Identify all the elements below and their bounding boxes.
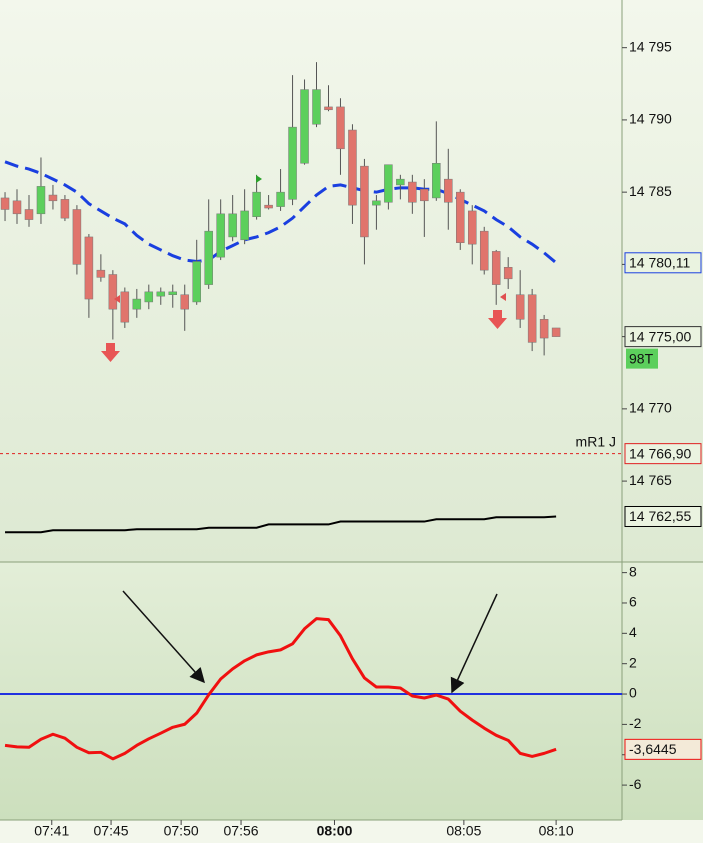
candle-body xyxy=(288,126,297,200)
candle-body xyxy=(132,298,142,310)
candle-body xyxy=(384,164,393,203)
price-label: -3,6445 xyxy=(629,741,677,757)
candle-body xyxy=(539,319,549,339)
price-label: 14 766,90 xyxy=(629,445,691,461)
candle-body xyxy=(192,261,201,303)
price-label-box xyxy=(624,738,702,760)
candle-body xyxy=(312,89,321,125)
candle-body xyxy=(84,236,94,300)
x-tick-label: 08:05 xyxy=(446,823,481,839)
sell-arrow xyxy=(101,343,120,362)
candle-body xyxy=(324,106,333,111)
x-tick-label: 07:50 xyxy=(164,823,199,839)
candle-body xyxy=(24,209,34,220)
candle-body xyxy=(156,291,166,297)
candle-body xyxy=(348,129,357,206)
x-tick-label: 07:56 xyxy=(224,823,259,839)
candle-body xyxy=(252,191,261,217)
price-label: 14 762,55 xyxy=(629,508,691,524)
candle-body xyxy=(479,230,489,271)
candle-body xyxy=(72,209,82,265)
candle-body xyxy=(12,200,22,215)
candle-body xyxy=(503,267,513,280)
candle-body xyxy=(336,106,345,150)
candle-body xyxy=(408,181,417,203)
candle-body xyxy=(276,191,285,207)
time-axis xyxy=(0,820,703,843)
candle-body xyxy=(60,199,70,219)
candle-body xyxy=(491,251,501,285)
x-tick-label: 07:41 xyxy=(34,823,69,839)
y-tick-label: 6 xyxy=(629,594,637,610)
candle-body xyxy=(444,178,453,203)
bar-type-label: 98T xyxy=(629,350,654,366)
candle-body xyxy=(372,200,381,206)
y-tick-label: 14 790 xyxy=(629,111,672,127)
y-tick-label: 14 765 xyxy=(629,472,672,488)
y-tick-label: 2 xyxy=(629,654,637,670)
candle-body xyxy=(527,294,537,343)
reference-name: mR1 J xyxy=(576,433,616,449)
bar-type-box xyxy=(626,348,658,369)
candle-body xyxy=(456,191,465,243)
signal-marker xyxy=(500,293,506,301)
sell-arrow xyxy=(488,310,507,329)
baseline-line xyxy=(5,515,557,534)
candle-body xyxy=(36,186,46,215)
candle-body xyxy=(264,204,273,209)
candle-body xyxy=(180,294,189,310)
candle-body xyxy=(48,194,58,202)
candle-body xyxy=(360,165,369,238)
candle-body xyxy=(216,213,225,258)
candle-body xyxy=(300,89,309,164)
y-tick-label: 8 xyxy=(629,563,637,579)
price-label-box xyxy=(624,443,702,465)
candle-body xyxy=(396,178,405,186)
price-label: 14 775,00 xyxy=(629,328,691,344)
candle-body xyxy=(240,210,249,241)
candle-body xyxy=(0,197,10,210)
signal-marker xyxy=(256,175,262,183)
candle-body xyxy=(468,210,477,245)
signal-marker xyxy=(114,295,120,303)
candle-body xyxy=(515,294,525,320)
oscillator-panel xyxy=(0,562,703,820)
y-tick-label: -2 xyxy=(629,715,642,731)
candle-body xyxy=(108,274,118,310)
candle-body xyxy=(144,291,154,303)
price-label-box xyxy=(624,505,702,527)
candle-body xyxy=(228,213,237,238)
price-label-box xyxy=(624,252,702,274)
oscillator-line xyxy=(4,617,557,761)
x-tick-label: 07:45 xyxy=(94,823,129,839)
y-tick-label: 14 795 xyxy=(629,38,672,54)
candle-body xyxy=(120,291,130,323)
y-tick-label: 14 770 xyxy=(629,400,672,416)
candle-body xyxy=(96,269,106,278)
annotation-arrow xyxy=(450,593,498,694)
candle-body xyxy=(551,327,561,337)
price-panel xyxy=(0,0,703,562)
candle-body xyxy=(420,189,429,202)
candle-body xyxy=(168,291,178,295)
x-tick-label: 08:00 xyxy=(317,823,353,839)
y-tick-label: 4 xyxy=(629,624,637,640)
candle-body xyxy=(432,163,441,199)
price-label-box xyxy=(624,326,702,348)
annotation-arrow xyxy=(122,590,205,684)
y-tick-label: 14 785 xyxy=(629,183,672,199)
y-tick-label: 0 xyxy=(629,685,637,701)
price-label: 14 780,11 xyxy=(629,254,690,270)
x-tick-label: 08:10 xyxy=(539,823,574,839)
candle-body xyxy=(204,230,213,285)
y-tick-label: -6 xyxy=(629,776,642,792)
